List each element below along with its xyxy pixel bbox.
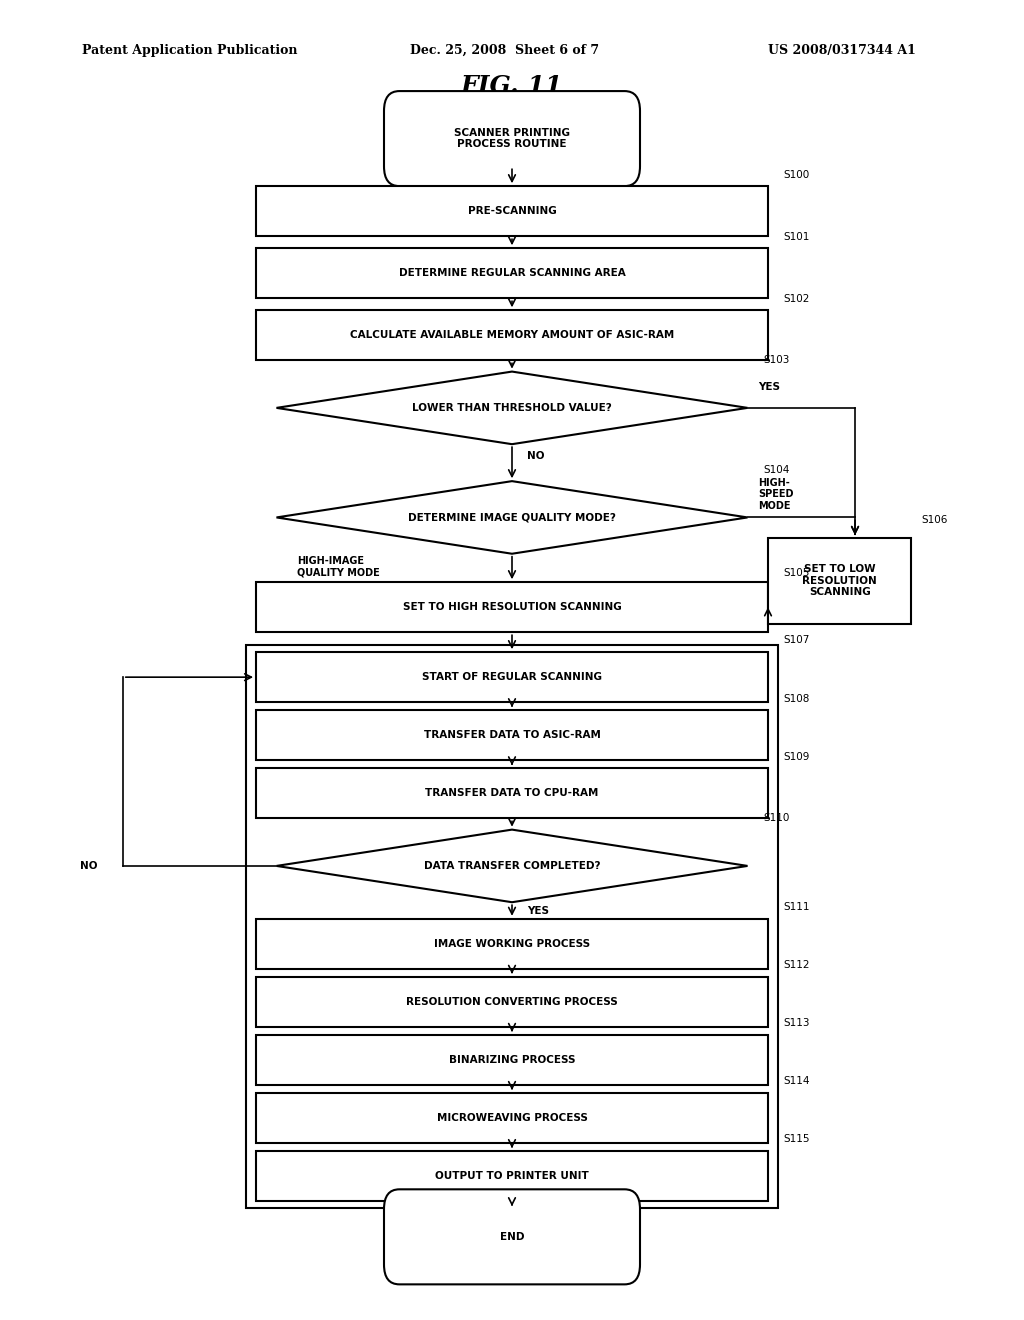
Text: NO: NO <box>527 451 545 461</box>
Text: S101: S101 <box>783 231 810 242</box>
Text: FIG. 11: FIG. 11 <box>461 74 563 98</box>
FancyBboxPatch shape <box>256 919 768 969</box>
Polygon shape <box>276 482 748 554</box>
Text: S111: S111 <box>783 902 810 912</box>
Text: TRANSFER DATA TO CPU-RAM: TRANSFER DATA TO CPU-RAM <box>425 788 599 799</box>
FancyBboxPatch shape <box>256 710 768 760</box>
Text: SET TO LOW
RESOLUTION
SCANNING: SET TO LOW RESOLUTION SCANNING <box>803 564 877 598</box>
Text: S107: S107 <box>783 635 810 645</box>
FancyBboxPatch shape <box>256 186 768 236</box>
Text: RESOLUTION CONVERTING PROCESS: RESOLUTION CONVERTING PROCESS <box>407 997 617 1007</box>
FancyBboxPatch shape <box>384 1189 640 1284</box>
Text: HIGH-IMAGE
QUALITY MODE: HIGH-IMAGE QUALITY MODE <box>297 557 380 578</box>
Text: S103: S103 <box>763 355 790 366</box>
FancyBboxPatch shape <box>256 977 768 1027</box>
Text: DETERMINE IMAGE QUALITY MODE?: DETERMINE IMAGE QUALITY MODE? <box>408 512 616 523</box>
Text: START OF REGULAR SCANNING: START OF REGULAR SCANNING <box>422 672 602 682</box>
Text: OUTPUT TO PRINTER UNIT: OUTPUT TO PRINTER UNIT <box>435 1171 589 1181</box>
Polygon shape <box>276 830 748 903</box>
FancyBboxPatch shape <box>256 1093 768 1143</box>
Text: SET TO HIGH RESOLUTION SCANNING: SET TO HIGH RESOLUTION SCANNING <box>402 602 622 612</box>
Text: S114: S114 <box>783 1076 810 1086</box>
Polygon shape <box>276 372 748 444</box>
Text: S102: S102 <box>783 293 810 304</box>
Text: TRANSFER DATA TO ASIC-RAM: TRANSFER DATA TO ASIC-RAM <box>424 730 600 741</box>
Text: Dec. 25, 2008  Sheet 6 of 7: Dec. 25, 2008 Sheet 6 of 7 <box>410 44 599 57</box>
Text: END: END <box>500 1232 524 1242</box>
FancyBboxPatch shape <box>256 582 768 632</box>
Text: LOWER THAN THRESHOLD VALUE?: LOWER THAN THRESHOLD VALUE? <box>412 403 612 413</box>
Text: PRE-SCANNING: PRE-SCANNING <box>468 206 556 216</box>
FancyBboxPatch shape <box>256 768 768 818</box>
Text: US 2008/0317344 A1: US 2008/0317344 A1 <box>768 44 915 57</box>
FancyBboxPatch shape <box>768 539 911 623</box>
Text: S109: S109 <box>783 751 810 762</box>
Text: S108: S108 <box>783 693 810 704</box>
Text: YES: YES <box>758 381 779 392</box>
Text: SCANNER PRINTING
PROCESS ROUTINE: SCANNER PRINTING PROCESS ROUTINE <box>454 128 570 149</box>
Text: Patent Application Publication: Patent Application Publication <box>82 44 297 57</box>
FancyBboxPatch shape <box>256 652 768 702</box>
FancyBboxPatch shape <box>256 1035 768 1085</box>
Text: S104: S104 <box>763 465 790 475</box>
Text: S113: S113 <box>783 1018 810 1028</box>
Text: NO: NO <box>80 861 97 871</box>
Text: BINARIZING PROCESS: BINARIZING PROCESS <box>449 1055 575 1065</box>
Text: CALCULATE AVAILABLE MEMORY AMOUNT OF ASIC-RAM: CALCULATE AVAILABLE MEMORY AMOUNT OF ASI… <box>350 330 674 341</box>
FancyBboxPatch shape <box>256 248 768 298</box>
Text: YES: YES <box>527 907 549 916</box>
Text: S115: S115 <box>783 1134 810 1144</box>
Text: S105: S105 <box>783 565 810 576</box>
Text: S105: S105 <box>783 568 810 578</box>
FancyBboxPatch shape <box>256 310 768 360</box>
FancyBboxPatch shape <box>256 1151 768 1201</box>
Text: IMAGE WORKING PROCESS: IMAGE WORKING PROCESS <box>434 939 590 949</box>
Text: MICROWEAVING PROCESS: MICROWEAVING PROCESS <box>436 1113 588 1123</box>
Text: HIGH-
SPEED
MODE: HIGH- SPEED MODE <box>758 478 794 511</box>
Text: S112: S112 <box>783 960 810 970</box>
Text: S100: S100 <box>783 169 810 180</box>
Text: DATA TRANSFER COMPLETED?: DATA TRANSFER COMPLETED? <box>424 861 600 871</box>
Text: S106: S106 <box>922 515 948 524</box>
Text: S110: S110 <box>763 813 790 824</box>
FancyBboxPatch shape <box>384 91 640 186</box>
Text: DETERMINE REGULAR SCANNING AREA: DETERMINE REGULAR SCANNING AREA <box>398 268 626 279</box>
